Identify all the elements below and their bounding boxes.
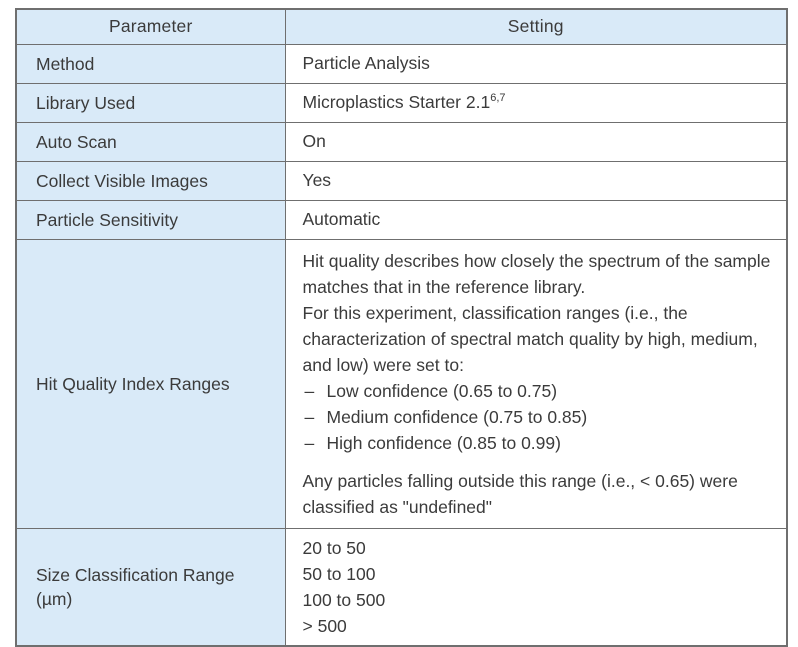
param-library-used: Library Used: [15, 82, 286, 123]
setting-hit-quality-index-ranges: Hit quality describes how closely the sp…: [284, 238, 788, 529]
setting-particle-sensitivity: Automatic: [284, 199, 788, 240]
parameter-settings-table-container: Parameter Setting Method Particle Analys…: [15, 8, 788, 647]
bullet-medium-confidence: – Medium confidence (0.75 to 0.85): [303, 404, 773, 430]
setting-collect-visible-images: Yes: [284, 160, 788, 201]
dash-bullet-icon: –: [304, 380, 315, 401]
param-size-classification-range: Size Classification Range (µm): [15, 527, 286, 646]
param-method: Method: [15, 43, 286, 84]
table-row: Library Used Microplastics Starter 2.16,…: [15, 82, 788, 123]
table-row: Collect Visible Images Yes: [15, 160, 788, 201]
param-collect-visible-images: Collect Visible Images: [15, 160, 286, 201]
setting-method: Particle Analysis: [284, 43, 788, 84]
bullet-high-confidence: – High confidence (0.85 to 0.99): [303, 430, 773, 456]
library-name: Microplastics Starter 2.1: [302, 92, 491, 112]
setting-library-used: Microplastics Starter 2.16,7: [284, 82, 788, 123]
size-range-line: 20 to 50: [302, 537, 366, 558]
setting-size-classification-range: 20 to 50 50 to 100 100 to 500 > 500: [284, 527, 788, 646]
dash-bullet-icon: –: [304, 432, 315, 453]
setting-auto-scan: On: [284, 121, 788, 162]
hit-quality-description: Hit quality describes how closely the sp…: [302, 250, 771, 297]
hit-quality-outside-range-note: Any particles falling outside this range…: [302, 470, 738, 517]
bullet-low-confidence-text: Low confidence (0.65 to 0.75): [326, 380, 558, 401]
citation-superscript: 6,7: [490, 92, 506, 105]
param-auto-scan: Auto Scan: [15, 121, 286, 162]
bullet-medium-confidence-text: Medium confidence (0.75 to 0.85): [326, 406, 588, 427]
table-row-size-classification: Size Classification Range (µm) 20 to 50 …: [15, 527, 788, 646]
dash-bullet-icon: –: [304, 406, 315, 427]
table-row: Particle Sensitivity Automatic: [15, 199, 788, 240]
size-range-line: 50 to 100: [302, 563, 376, 584]
bullet-low-confidence: – Low confidence (0.65 to 0.75): [303, 378, 773, 404]
hit-quality-experiment-note: For this experiment, classification rang…: [302, 302, 758, 375]
parameter-settings-table: Parameter Setting Method Particle Analys…: [15, 8, 788, 647]
size-range-line: 100 to 500: [302, 589, 386, 610]
param-particle-sensitivity: Particle Sensitivity: [15, 199, 286, 240]
table-row: Auto Scan On: [15, 121, 788, 162]
param-hit-quality-index-ranges: Hit Quality Index Ranges: [15, 238, 286, 529]
table-row: Method Particle Analysis: [15, 43, 788, 84]
size-range-line: > 500: [302, 615, 347, 636]
table-row-hit-quality: Hit Quality Index Ranges Hit quality des…: [15, 238, 788, 529]
header-parameter: Parameter: [15, 8, 286, 45]
header-setting: Setting: [284, 8, 788, 45]
table-header-row: Parameter Setting: [15, 8, 788, 45]
bullet-high-confidence-text: High confidence (0.85 to 0.99): [326, 432, 561, 453]
